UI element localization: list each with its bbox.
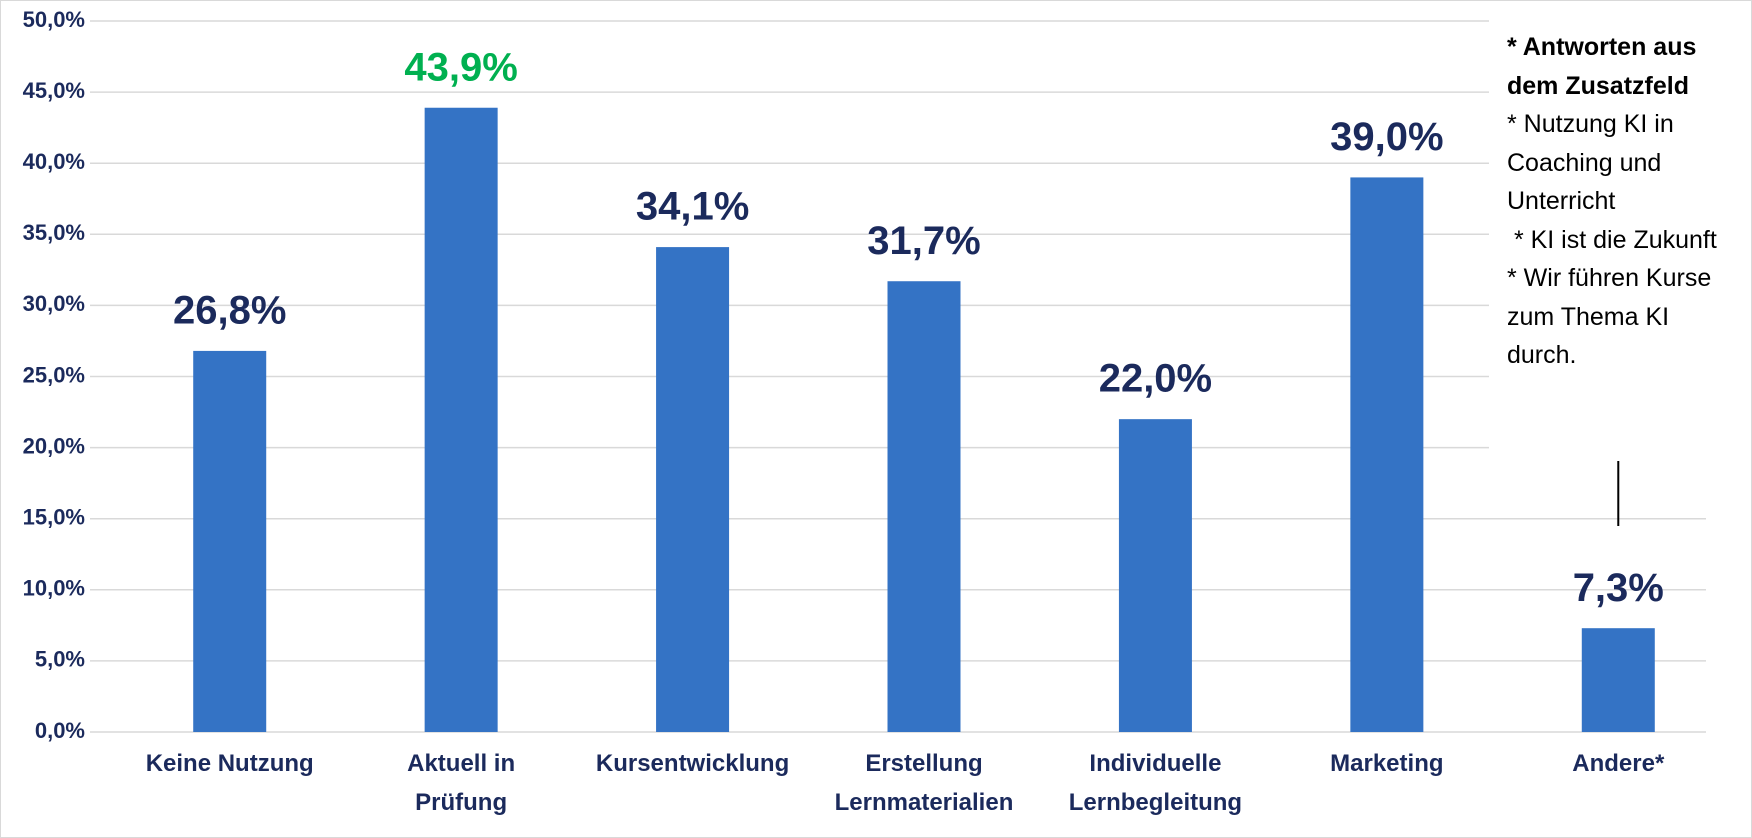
bar bbox=[1581, 628, 1655, 732]
bar bbox=[887, 281, 961, 732]
bar bbox=[1118, 419, 1192, 732]
value-label: 43,9% bbox=[404, 45, 517, 89]
x-tick-label: Andere* bbox=[1572, 750, 1665, 777]
bar bbox=[656, 247, 730, 732]
y-tick-label: 0,0% bbox=[35, 718, 85, 743]
annotation-item: * KI ist die Zukunft bbox=[1507, 225, 1717, 254]
y-tick-label: 10,0% bbox=[23, 576, 85, 601]
annotation-box: * Antworten aus dem Zusatzfeld * Nutzung… bbox=[1489, 14, 1735, 461]
value-label: 7,3% bbox=[1573, 566, 1664, 610]
value-label: 34,1% bbox=[636, 185, 749, 229]
bar bbox=[1350, 177, 1424, 733]
y-tick-label: 5,0% bbox=[35, 647, 85, 672]
value-label: 26,8% bbox=[173, 288, 286, 332]
value-label: 39,0% bbox=[1330, 115, 1443, 159]
x-tick-label: Aktuell in Prüfung bbox=[407, 750, 516, 816]
value-label: 22,0% bbox=[1099, 357, 1212, 401]
y-tick-label: 50,0% bbox=[23, 7, 85, 32]
annotation-item: * Wir führen Kurse zum Thema KI durch. bbox=[1507, 264, 1712, 369]
x-tick-label: Individuelle Lernbegleitung bbox=[1068, 750, 1243, 816]
x-tick-label: Keine Nutzung bbox=[145, 750, 314, 777]
y-tick-label: 20,0% bbox=[23, 433, 85, 458]
y-tick-label: 40,0% bbox=[23, 149, 85, 174]
y-tick-label: 45,0% bbox=[23, 78, 85, 103]
y-tick-label: 35,0% bbox=[23, 220, 85, 245]
x-tick-label: Erstellung Lernmaterialien bbox=[834, 750, 1014, 816]
y-tick-label: 15,0% bbox=[23, 505, 85, 530]
y-tick-label: 25,0% bbox=[23, 362, 85, 387]
annotation-title: * Antworten aus dem Zusatzfeld bbox=[1507, 33, 1697, 100]
value-label: 31,7% bbox=[867, 219, 980, 263]
y-tick-label: 30,0% bbox=[23, 291, 85, 316]
x-tick-label: Kursentwicklung bbox=[595, 750, 790, 777]
x-tick-label: Marketing bbox=[1330, 750, 1444, 777]
annotation-item: * Nutzung KI in Coaching und Unterricht bbox=[1507, 110, 1674, 215]
bar bbox=[424, 107, 498, 732]
bar bbox=[193, 350, 267, 732]
